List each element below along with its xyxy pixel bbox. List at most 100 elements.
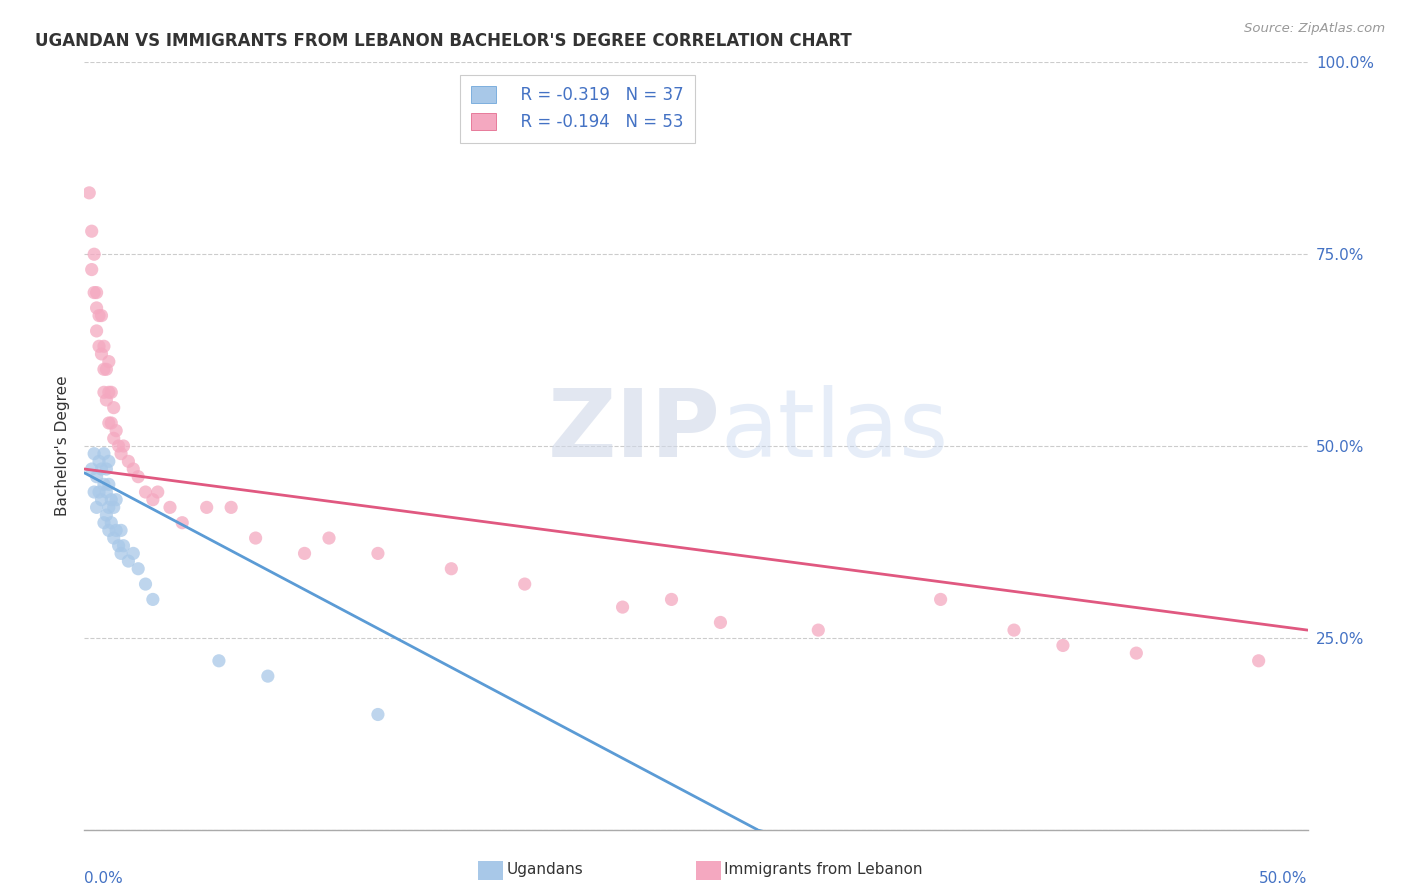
Point <box>105 492 128 507</box>
Point <box>1247 654 1270 668</box>
Point <box>612 600 634 615</box>
Point <box>97 500 120 515</box>
Point <box>172 516 194 530</box>
Point <box>96 485 118 500</box>
Point <box>93 447 115 461</box>
Point <box>90 462 112 476</box>
Point <box>367 546 389 560</box>
Point <box>117 554 139 568</box>
Point <box>367 707 389 722</box>
Point <box>135 577 157 591</box>
Point <box>80 262 103 277</box>
Point <box>110 546 132 560</box>
Point <box>257 669 280 683</box>
Point <box>93 339 115 353</box>
Point <box>86 500 108 515</box>
Point <box>83 285 105 300</box>
Point <box>294 546 316 560</box>
Point <box>110 447 132 461</box>
Point <box>219 500 242 515</box>
Point <box>929 592 952 607</box>
Point <box>318 531 340 545</box>
Point <box>661 592 683 607</box>
Point <box>83 447 105 461</box>
Point <box>112 539 135 553</box>
Point <box>1125 646 1147 660</box>
Point <box>97 416 120 430</box>
Point <box>107 539 129 553</box>
Point <box>709 615 731 630</box>
Point <box>97 524 120 538</box>
Point <box>100 385 122 400</box>
Y-axis label: Bachelor's Degree: Bachelor's Degree <box>55 376 70 516</box>
Point <box>86 301 108 315</box>
Legend:   R = -0.319   N = 37,   R = -0.194   N = 53: R = -0.319 N = 37, R = -0.194 N = 53 <box>460 75 695 143</box>
Point <box>195 500 218 515</box>
Point <box>80 224 103 238</box>
Point <box>159 500 181 515</box>
Point <box>97 477 120 491</box>
Point <box>142 592 165 607</box>
Point <box>107 439 129 453</box>
Point <box>87 309 110 323</box>
Point <box>90 309 112 323</box>
Point <box>93 362 115 376</box>
Text: Source: ZipAtlas.com: Source: ZipAtlas.com <box>1244 22 1385 36</box>
Point <box>103 531 125 545</box>
Text: 0.0%: 0.0% <box>84 871 124 887</box>
Point <box>87 485 110 500</box>
Point <box>83 247 105 261</box>
Point <box>77 186 100 200</box>
Point <box>100 416 122 430</box>
Point <box>100 492 122 507</box>
Point <box>103 500 125 515</box>
Text: 50.0%: 50.0% <box>1260 871 1308 887</box>
Point <box>146 485 169 500</box>
Point <box>142 492 165 507</box>
Point <box>103 401 125 415</box>
Point <box>122 546 145 560</box>
Point <box>90 492 112 507</box>
Text: Immigrants from Lebanon: Immigrants from Lebanon <box>724 863 922 877</box>
Point <box>127 562 149 576</box>
Point <box>96 362 118 376</box>
Point <box>93 516 115 530</box>
Point <box>96 392 118 407</box>
Point <box>96 462 118 476</box>
Point <box>208 654 231 668</box>
Point <box>86 324 108 338</box>
Point <box>93 385 115 400</box>
Point <box>86 469 108 483</box>
Point <box>807 623 830 637</box>
Point <box>80 462 103 476</box>
Point <box>112 439 135 453</box>
Point <box>83 485 105 500</box>
Point <box>87 339 110 353</box>
Text: atlas: atlas <box>720 384 949 476</box>
Text: ZIP: ZIP <box>547 384 720 476</box>
Point <box>110 524 132 538</box>
Point <box>1052 639 1074 653</box>
Point <box>245 531 267 545</box>
Point <box>86 285 108 300</box>
Point <box>122 462 145 476</box>
Point <box>90 347 112 361</box>
Point <box>135 485 157 500</box>
Point <box>97 354 120 368</box>
Point <box>1002 623 1025 637</box>
Point <box>100 516 122 530</box>
Text: UGANDAN VS IMMIGRANTS FROM LEBANON BACHELOR'S DEGREE CORRELATION CHART: UGANDAN VS IMMIGRANTS FROM LEBANON BACHE… <box>35 32 852 50</box>
Point <box>105 424 128 438</box>
Point <box>87 454 110 468</box>
Point <box>105 524 128 538</box>
Text: Ugandans: Ugandans <box>506 863 583 877</box>
Point <box>513 577 536 591</box>
Point <box>127 469 149 483</box>
Point <box>96 508 118 522</box>
Point <box>117 454 139 468</box>
Point <box>93 477 115 491</box>
Point <box>440 562 463 576</box>
Point <box>97 454 120 468</box>
Point <box>97 385 120 400</box>
Point <box>103 431 125 445</box>
